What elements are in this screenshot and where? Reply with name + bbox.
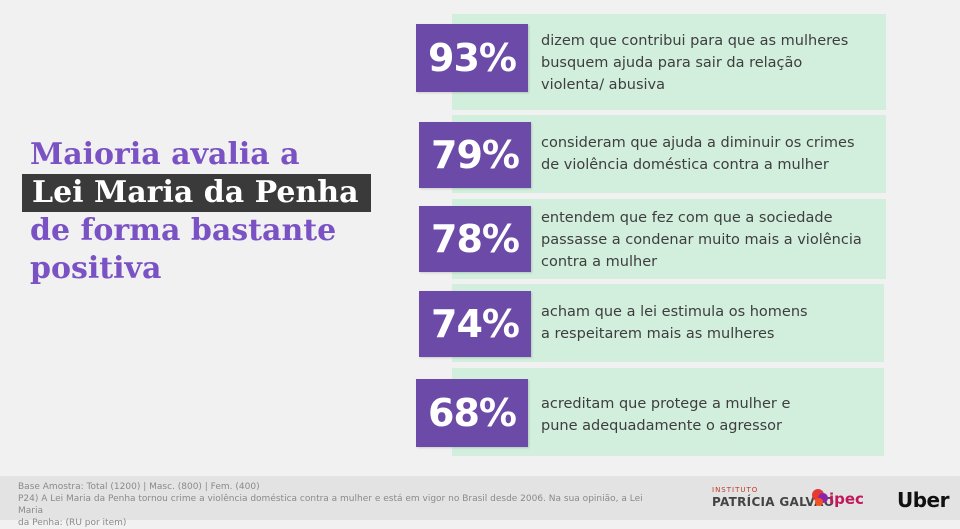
headline-highlight: Lei Maria da Penha (22, 174, 371, 212)
stat-value-4: 74% (419, 291, 531, 357)
stat-value-5: 68% (416, 379, 528, 447)
ipec-logo: ipec (810, 486, 890, 512)
stat-text-2: consideram que ajuda a diminuir os crime… (541, 135, 855, 173)
stat-value-2: 79% (419, 122, 531, 188)
uber-logo: Uber (897, 488, 949, 512)
headline-line-1: Maioria avalia a (30, 137, 300, 172)
stat-value-3: 78% (419, 206, 531, 272)
footer: Base Amostra: Total (1200) | Masc. (800)… (0, 476, 960, 528)
stat-text-4: acham que a lei estimula os homens a res… (541, 304, 808, 342)
stat-text-3: entendem que fez com que a sociedade pas… (541, 210, 862, 270)
headline: Maioria avalia a Lei Maria da Penha de f… (22, 136, 371, 288)
stat-text-5: acreditam que protege a mulher e pune ad… (541, 396, 791, 434)
stat-value-1: 93% (416, 24, 528, 92)
headline-line-3: de forma bastante (30, 213, 337, 248)
headline-line-4: positiva (30, 251, 162, 286)
stat-text-1: dizem que contribui para que as mulheres… (541, 33, 849, 93)
patricia-galvao-logo: INSTITUTO PATRÍCIA GALVÃO (712, 486, 835, 509)
footer-base: Base Amostra: Total (1200) | Masc. (800)… (18, 482, 260, 492)
footer-question-cont: da Penha: (RU por item) (18, 518, 127, 528)
ipec-mark-icon (812, 489, 828, 506)
footer-notes: Base Amostra: Total (1200) | Masc. (800)… (18, 481, 658, 529)
footer-question: P24) A Lei Maria da Penha tornou crime a… (18, 494, 643, 516)
